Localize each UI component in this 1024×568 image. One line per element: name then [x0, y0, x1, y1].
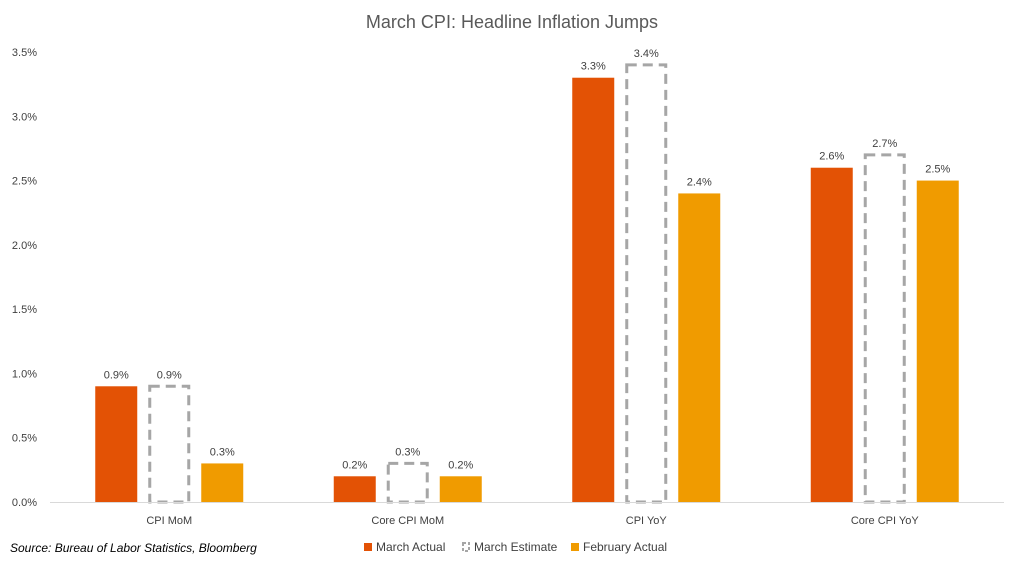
y-tick-label: 0.0%: [12, 497, 37, 509]
bar-march-estimate: [863, 153, 906, 504]
category-label: Core CPI MoM: [371, 515, 444, 527]
bar-march-actual: [810, 167, 853, 502]
legend-label: March Estimate: [474, 540, 558, 554]
bar-february-actual: [916, 180, 959, 503]
data-label: 3.3%: [581, 61, 606, 73]
data-label: 0.3%: [210, 446, 235, 458]
y-axis: 0.0% 0.5% 1.0% 1.5% 2.0% 2.5% 3.0% 3.5%: [12, 47, 37, 509]
data-label: 2.7%: [872, 138, 897, 150]
bar-march-estimate: [148, 384, 191, 504]
y-tick-label: 2.5%: [12, 176, 37, 188]
bar-march-estimate: [386, 461, 429, 504]
y-tick-label: 3.5%: [12, 47, 37, 59]
x-axis: CPI MoM Core CPI MoM CPI YoY Core CPI YoY: [50, 502, 1004, 527]
chart-title: March CPI: Headline Inflation Jumps: [366, 12, 658, 32]
category-label: CPI MoM: [146, 515, 192, 527]
source-note: Source: Bureau of Labor Statistics, Bloo…: [10, 541, 257, 555]
data-label: 0.2%: [448, 459, 473, 471]
legend-item: March Estimate: [462, 540, 558, 554]
legend: March Actual March Estimate February Actua…: [364, 540, 667, 554]
bar-march-actual: [95, 386, 138, 502]
data-label: 3.4%: [634, 48, 659, 60]
y-tick-label: 1.5%: [12, 304, 37, 316]
category-label: Core CPI YoY: [851, 515, 920, 527]
data-label: 0.9%: [157, 369, 182, 381]
data-label: 2.6%: [819, 151, 844, 163]
legend-item: March Actual: [364, 540, 445, 554]
data-label: 0.9%: [104, 369, 129, 381]
bar-february-actual: [201, 463, 244, 502]
bar-march-actual: [333, 476, 376, 502]
data-label: 0.3%: [395, 446, 420, 458]
data-label: 2.5%: [925, 164, 950, 176]
y-tick-label: 3.0%: [12, 111, 37, 123]
legend-label: February Actual: [583, 540, 667, 554]
data-label: 2.4%: [687, 176, 712, 188]
legend-swatch: [462, 542, 470, 552]
bar-march-estimate: [625, 63, 668, 504]
category-label: CPI YoY: [626, 515, 668, 527]
bar-march-actual: [572, 77, 615, 502]
data-label: 0.2%: [342, 459, 367, 471]
y-tick-label: 0.5%: [12, 433, 37, 445]
y-tick-label: 2.0%: [12, 240, 37, 252]
legend-label: March Actual: [376, 540, 445, 554]
y-tick-label: 1.0%: [12, 368, 37, 380]
bar-group: 0.9% 0.9% 0.3% 0.2% 0.3% 0.2% 3.3% 3.4% 2.4% 2.6%…: [95, 48, 959, 504]
bar-february-actual: [439, 476, 482, 502]
legend-swatch: [364, 543, 372, 551]
bar-february-actual: [678, 193, 721, 502]
legend-swatch: [571, 543, 579, 551]
legend-item: February Actual: [571, 540, 667, 554]
